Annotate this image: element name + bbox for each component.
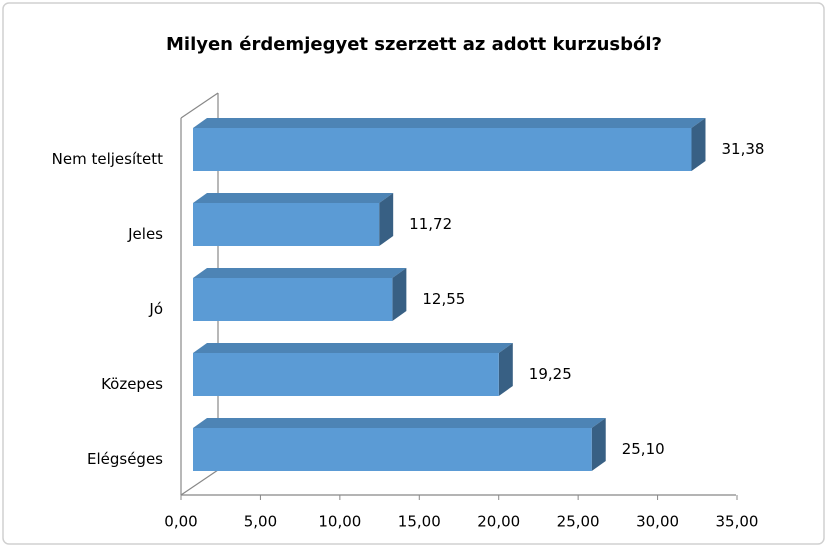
data-label: 19,25	[529, 365, 572, 383]
y-tick-label: Elégséges	[87, 450, 163, 468]
bar-top	[193, 268, 407, 278]
data-label: 12,55	[422, 290, 465, 308]
y-tick-label: Jeles	[127, 225, 163, 243]
bar-top	[193, 118, 706, 128]
bar	[193, 128, 692, 171]
x-tick-label: 35,00	[716, 513, 759, 531]
bar	[193, 203, 380, 246]
bar-side	[498, 343, 513, 396]
x-tick-label: 5,00	[244, 513, 277, 531]
bar-side	[691, 118, 706, 171]
bar	[193, 353, 499, 396]
x-tick-label: 15,00	[398, 513, 441, 531]
bar-top	[193, 193, 394, 203]
x-tick-label: 25,00	[557, 513, 600, 531]
x-tick-label: 10,00	[318, 513, 361, 531]
bar-side	[392, 268, 407, 321]
y-tick-label: Közepes	[101, 375, 163, 393]
chart-title: Milyen érdemjegyet szerzett az adott kur…	[166, 34, 662, 55]
y-tick-label: Jó	[148, 300, 163, 318]
bar	[193, 428, 592, 471]
x-tick-label: 20,00	[477, 513, 520, 531]
data-label: 25,10	[622, 440, 665, 458]
x-tick-label: 0,00	[164, 513, 197, 531]
data-label: 31,38	[721, 140, 764, 158]
x-tick-label: 30,00	[636, 513, 679, 531]
bar-side	[591, 418, 606, 471]
bar-top	[193, 418, 606, 428]
bar-top	[193, 343, 513, 353]
data-label: 11,72	[409, 215, 452, 233]
bar	[193, 278, 393, 321]
y-tick-label: Nem teljesített	[52, 150, 163, 168]
bar-side	[379, 193, 394, 246]
